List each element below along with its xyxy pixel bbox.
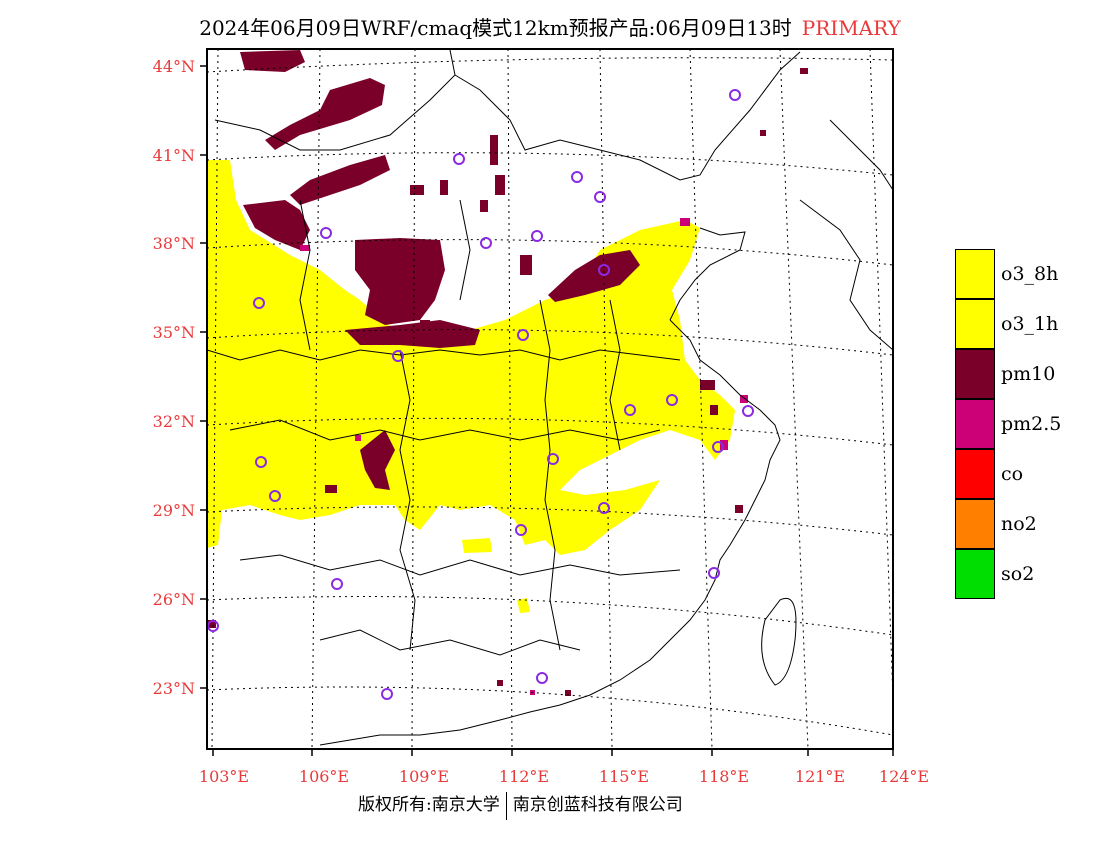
lat-label: 41°N: [153, 146, 195, 165]
pm10-region-north-2: [265, 78, 385, 150]
pm10-region-central: [355, 238, 445, 325]
legend-label: no2: [1001, 513, 1037, 535]
pm10-region-south: [360, 430, 395, 490]
chart-title: 2024年06月09日WRF/cmaq模式12km预报产品:06月09日13时 P…: [0, 12, 1100, 41]
pm10-region-band: [345, 320, 480, 348]
o3-patch-small: [517, 598, 530, 613]
lat-label: 35°N: [153, 323, 195, 342]
footer-separator: [505, 791, 507, 820]
legend-swatch: [955, 349, 995, 399]
lat-label: 38°N: [153, 234, 195, 253]
lon-label: 118°E: [699, 767, 749, 786]
lon-label: 115°E: [599, 767, 649, 786]
legend-swatch: [955, 549, 995, 599]
legend-swatch: [955, 399, 995, 449]
pm10-region-northeast: [548, 250, 640, 302]
pm10-region-north-3: [290, 155, 390, 205]
title-main: 2024年06月09日WRF/cmaq模式12km预报产品:06月09日13时: [199, 16, 792, 40]
lat-label: 29°N: [153, 501, 195, 520]
pm10-scattered-cells: [208, 68, 808, 696]
lon-label: 112°E: [499, 767, 549, 786]
copyright-right: 南京创蓝科技有限公司: [512, 795, 683, 815]
legend-item-pm25: pm2.5: [955, 399, 1100, 449]
legend-label: pm2.5: [1001, 413, 1062, 435]
copyright-left: 版权所有:南京大学: [358, 795, 500, 815]
axis-ticks: [200, 65, 894, 756]
lon-label: 109°E: [399, 767, 449, 786]
boundary-lines: [207, 49, 893, 746]
legend-label: o3_8h: [1001, 263, 1059, 285]
lon-label: 106°E: [299, 767, 349, 786]
map-frame: [206, 48, 894, 750]
monitoring-stations: [207, 89, 754, 700]
lon-label: 124°E: [879, 767, 929, 786]
legend-item-co: co: [955, 449, 1100, 499]
lat-label: 26°N: [153, 590, 195, 609]
pm10-region-north-1: [240, 50, 305, 72]
lat-label: 44°N: [153, 57, 195, 76]
lat-label: 23°N: [153, 679, 195, 698]
pollutant-legend: o3_8h o3_1h pm10 pm2.5 co no2 so2: [955, 249, 1100, 599]
lon-label: 103°E: [199, 767, 249, 786]
o3-patch-south: [462, 538, 492, 553]
legend-label: pm10: [1001, 363, 1056, 385]
legend-item-so2: so2: [955, 549, 1100, 599]
legend-swatch: [955, 449, 995, 499]
longitude-labels: 103°E 106°E 109°E 112°E 115°E 118°E 121°…: [199, 767, 929, 786]
legend-label: so2: [1001, 563, 1035, 585]
legend-swatch: [955, 499, 995, 549]
title-tag: PRIMARY: [801, 16, 901, 40]
lon-label: 121°E: [795, 767, 845, 786]
pm10-region-west: [243, 200, 310, 250]
legend-swatch: [955, 299, 995, 349]
legend-item-o3-1h: o3_1h: [955, 299, 1100, 349]
legend-label: o3_1h: [1001, 313, 1059, 335]
legend-item-pm10: pm10: [955, 349, 1100, 399]
legend-swatch: [955, 249, 995, 299]
copyright-footer: 版权所有:南京大学 南京创蓝科技有限公司: [358, 790, 683, 820]
legend-item-no2: no2: [955, 499, 1100, 549]
legend-label: co: [1001, 463, 1024, 485]
lat-label: 32°N: [153, 412, 195, 431]
latitude-labels: 44°N 41°N 38°N 35°N 32°N 29°N 26°N 23°N: [153, 57, 195, 698]
legend-item-o3-8h: o3_8h: [955, 249, 1100, 299]
